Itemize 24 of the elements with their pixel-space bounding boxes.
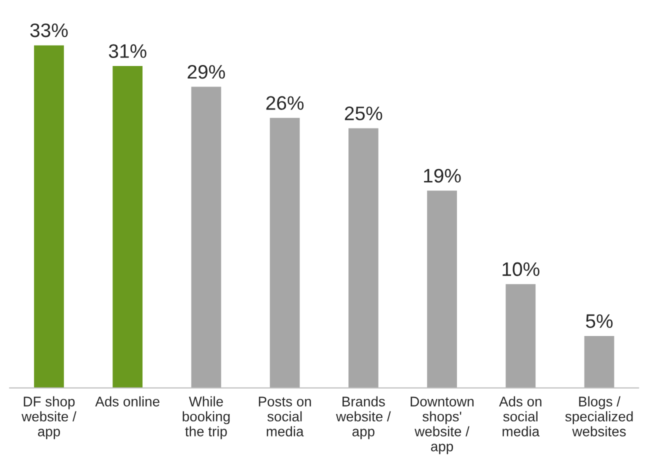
bar xyxy=(584,336,614,388)
data-label: 5% xyxy=(586,314,613,328)
data-label: 10% xyxy=(502,262,540,276)
data-label: 29% xyxy=(188,64,225,79)
data-label: 19% xyxy=(424,168,461,183)
bar xyxy=(191,86,222,388)
bar xyxy=(506,284,536,388)
x-tick-label: Ads on social media xyxy=(499,396,542,436)
x-tick-label: Ads online xyxy=(95,396,160,406)
bar xyxy=(112,66,143,388)
bar xyxy=(34,45,64,388)
x-tick-label: While booking the trip xyxy=(182,396,230,440)
x-tick-label: Downtown shops' website / app xyxy=(410,396,474,454)
data-label: 25% xyxy=(344,106,382,120)
bar xyxy=(270,118,300,388)
x-tick-label: Blogs / specialized websites xyxy=(565,396,633,436)
data-label: 26% xyxy=(266,96,304,110)
data-label: 33% xyxy=(30,23,68,38)
x-tick-label: DF shop website / app xyxy=(22,396,76,440)
x-tick-label: Brands website / app xyxy=(336,396,391,440)
x-tick-label: Posts on social media xyxy=(258,396,311,436)
bar xyxy=(348,128,378,388)
data-label: 31% xyxy=(108,44,146,58)
bar xyxy=(427,190,457,388)
